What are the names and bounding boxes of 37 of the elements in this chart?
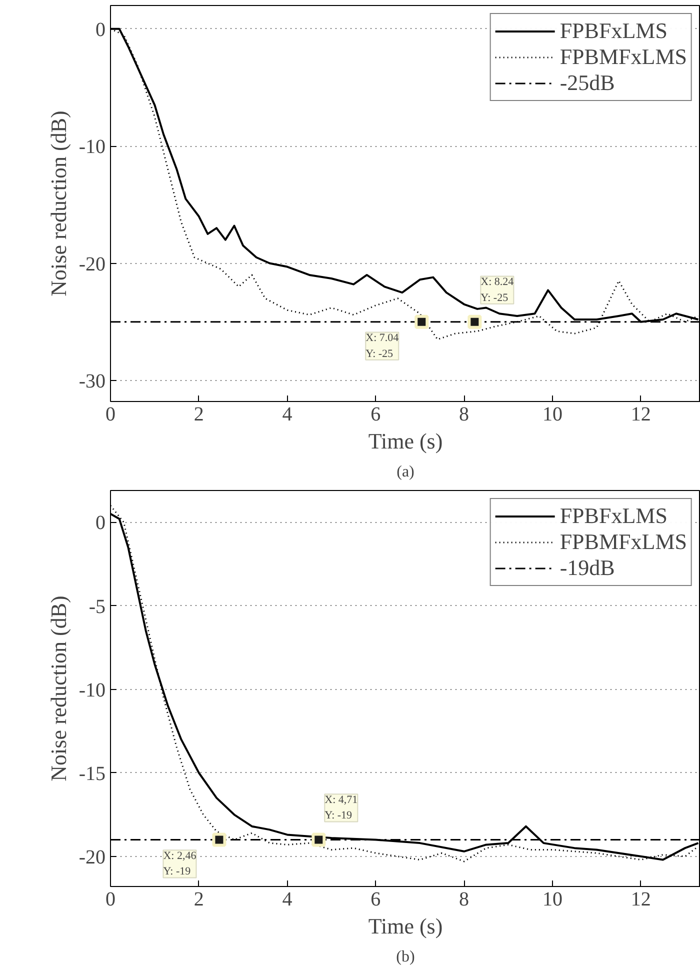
legend-label: -19dB xyxy=(560,555,615,581)
legend-label: FPBMFxLMS xyxy=(560,529,687,555)
legend-label: FPBMFxLMS xyxy=(560,44,687,70)
annotation: X: 2,46 Y: -19 xyxy=(163,850,197,878)
x-tick-label: 2 xyxy=(194,404,204,426)
legend-label: -25dB xyxy=(560,70,615,96)
y-tick-label: -20 xyxy=(78,846,106,868)
x-tick-label: 10 xyxy=(542,888,562,910)
x-tick-label: 6 xyxy=(370,888,381,910)
y-tick-label: 0 xyxy=(96,512,106,534)
y-tick-label: -5 xyxy=(88,596,106,618)
x-tick-label: 10 xyxy=(542,404,562,426)
y-tick-label: -10 xyxy=(78,136,106,158)
x-tick-label: 4 xyxy=(282,888,292,910)
text: (b) xyxy=(396,948,415,966)
x-tick-label: 12 xyxy=(630,404,651,426)
x-tick-label: 2 xyxy=(194,888,204,910)
x-tick-label: 8 xyxy=(459,888,470,910)
legend-label: FPBFxLMS xyxy=(560,503,668,529)
y-axis-title: Noise reduction (dB) xyxy=(46,596,71,782)
x-tick-label: 4 xyxy=(282,404,292,426)
x-tick-label: 12 xyxy=(630,888,651,910)
legend-label: FPBFxLMS xyxy=(560,18,668,44)
x-axis-title: Time (s) xyxy=(368,914,443,938)
x-tick-label: 6 xyxy=(370,404,381,426)
x-axis-title: Time (s) xyxy=(368,428,443,454)
y-tick-label: -30 xyxy=(78,370,106,392)
annotation: X: 4,71 Y: -19 xyxy=(324,794,358,822)
annotation: X: 8.24 Y: -25 xyxy=(480,276,514,304)
y-axis-title: Noise reduction (dB) xyxy=(46,110,71,296)
x-tick-label: 8 xyxy=(459,404,470,426)
y-tick-label: -10 xyxy=(78,679,106,702)
text: (a) xyxy=(396,464,414,480)
annotation: X: 7.04 Y: -25 xyxy=(366,332,400,360)
y-tick-label: -20 xyxy=(78,253,106,276)
y-tick-label: -15 xyxy=(78,762,106,785)
y-tick-label: 0 xyxy=(96,18,106,41)
